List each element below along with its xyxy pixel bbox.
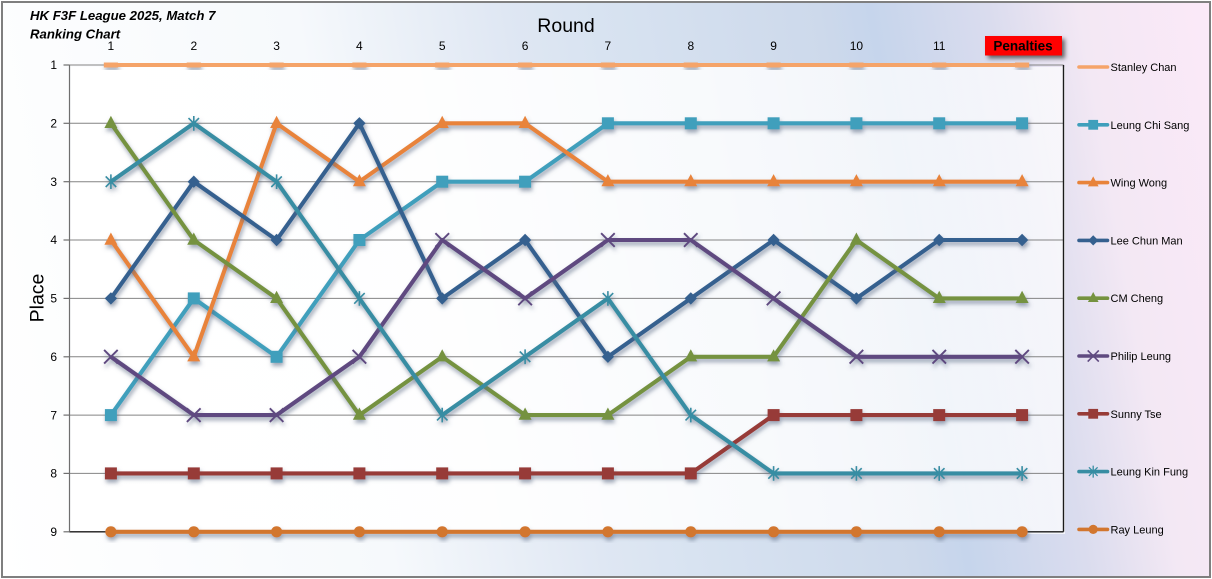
svg-text:Leung Chi Sang: Leung Chi Sang xyxy=(1111,120,1190,132)
svg-text:3: 3 xyxy=(50,175,57,189)
svg-text:8: 8 xyxy=(50,467,57,481)
svg-text:9: 9 xyxy=(770,39,777,53)
svg-text:7: 7 xyxy=(50,408,57,422)
svg-text:Philip Leung: Philip Leung xyxy=(1111,351,1172,363)
svg-text:11: 11 xyxy=(933,39,946,53)
svg-text:Wing Wong: Wing Wong xyxy=(1111,178,1168,190)
svg-text:2: 2 xyxy=(50,117,57,131)
svg-text:CM Cheng: CM Cheng xyxy=(1111,293,1164,305)
svg-text:Ray Leung: Ray Leung xyxy=(1111,524,1164,536)
svg-text:Round: Round xyxy=(537,15,594,37)
svg-text:9: 9 xyxy=(50,525,57,539)
svg-text:Penalties: Penalties xyxy=(993,39,1052,54)
svg-text:Leung Kin Fung: Leung Kin Fung xyxy=(1111,467,1189,479)
svg-text:Ranking Chart: Ranking Chart xyxy=(30,27,121,42)
svg-text:3: 3 xyxy=(273,39,280,53)
svg-text:4: 4 xyxy=(50,233,57,247)
svg-text:8: 8 xyxy=(687,39,694,53)
svg-text:10: 10 xyxy=(850,39,864,53)
svg-text:Lee Chun Man: Lee Chun Man xyxy=(1111,235,1183,247)
svg-text:HK F3F League 2025, Match 7: HK F3F League 2025, Match 7 xyxy=(30,8,216,23)
svg-text:1: 1 xyxy=(50,58,57,72)
svg-text:Sunny Tse: Sunny Tse xyxy=(1111,409,1162,421)
svg-text:6: 6 xyxy=(50,350,57,364)
svg-text:Stanley Chan: Stanley Chan xyxy=(1111,62,1177,74)
svg-text:5: 5 xyxy=(439,39,446,53)
svg-text:4: 4 xyxy=(356,39,363,53)
svg-text:7: 7 xyxy=(605,39,612,53)
svg-text:5: 5 xyxy=(50,292,57,306)
svg-text:6: 6 xyxy=(522,39,529,53)
svg-text:Place: Place xyxy=(27,274,49,323)
svg-text:1: 1 xyxy=(108,39,115,53)
svg-text:2: 2 xyxy=(190,39,197,53)
